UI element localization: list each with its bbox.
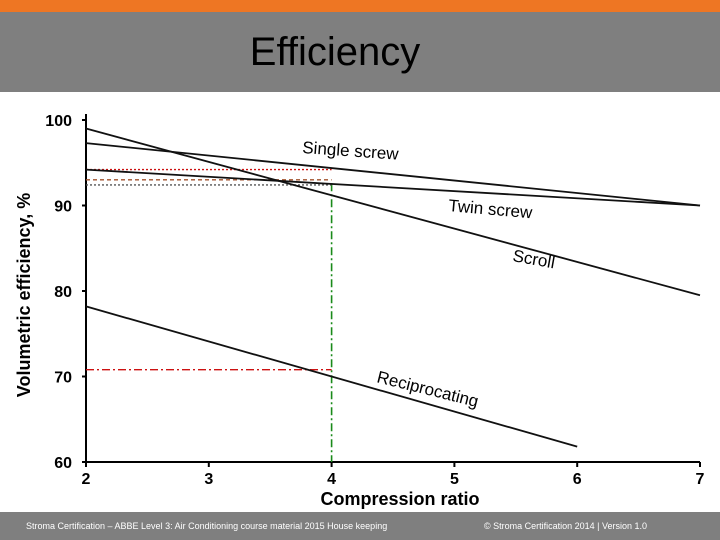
guide-lines — [86, 168, 333, 462]
y-tick-label: 90 — [54, 199, 72, 216]
x-tick-label: 7 — [696, 471, 705, 488]
y-tick-label: 70 — [54, 370, 72, 387]
x-tick-label: 5 — [450, 471, 459, 488]
series-label-twin-screw: Twin screw — [448, 196, 534, 222]
y-axis-label: Volumetric efficiency, % — [14, 193, 34, 397]
chart-axes — [85, 114, 700, 463]
series-line-twin-screw — [85, 168, 701, 207]
x-tick-labels: 2 3 4 5 6 7 — [82, 462, 705, 488]
y-tick-label: 100 — [45, 113, 72, 130]
title-bar: Efficiency — [0, 12, 720, 92]
series-lines — [85, 127, 701, 448]
footer-right-text: © Stroma Certification 2014 | Version 1.… — [484, 521, 648, 531]
footer-left-text: Stroma Certification – ABBE Level 3: Air… — [26, 521, 388, 531]
x-tick-label: 2 — [82, 471, 91, 488]
y-tick-label: 80 — [54, 284, 72, 301]
series-label-single-screw: Single screw — [302, 138, 400, 164]
series-line-reciprocating — [85, 305, 578, 448]
x-axis-label: Compression ratio — [320, 489, 479, 509]
series-line-single-screw — [85, 142, 701, 207]
y-tick-label: 60 — [54, 455, 72, 472]
top-accent-bar — [0, 0, 720, 12]
series-label-scroll: Scroll — [511, 246, 556, 272]
efficiency-chart: 100 90 80 70 60 2 3 4 5 6 7 Single screw Twin scre… — [14, 113, 705, 509]
slide-title: Efficiency — [249, 30, 421, 74]
x-tick-label: 4 — [327, 471, 336, 488]
y-tick-labels: 100 90 80 70 60 — [45, 113, 86, 472]
x-tick-label: 3 — [204, 471, 213, 488]
footer-bar: Stroma Certification – ABBE Level 3: Air… — [0, 512, 720, 540]
series-line-scroll — [85, 127, 701, 297]
x-tick-label: 6 — [573, 471, 582, 488]
